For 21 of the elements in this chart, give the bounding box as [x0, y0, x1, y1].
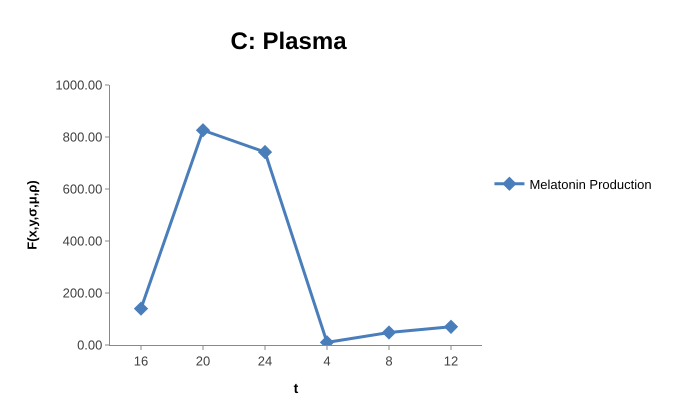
x-tick-label: 24 [258, 354, 272, 369]
x-axis-title: t [294, 380, 299, 396]
point [134, 301, 148, 316]
chart-title: C: Plasma [230, 28, 348, 56]
point [382, 325, 396, 340]
x-tick-label: 20 [196, 354, 210, 369]
y-tick-label: 600.00 [62, 182, 102, 197]
x-tick-label: 16 [134, 354, 148, 369]
y-tick-label: 200.00 [62, 286, 102, 301]
y-tick-label: 0.00 [77, 338, 102, 353]
x-tick-label: 4 [323, 354, 331, 369]
y-tick-label: 1000.00 [55, 78, 102, 93]
x-tick-label: 8 [385, 354, 393, 369]
point [258, 144, 272, 160]
y-tick-label: 800.00 [62, 130, 102, 145]
legend-label: Melatonin Production [529, 176, 652, 192]
point [196, 123, 210, 138]
y-tick-label: 400.00 [62, 234, 102, 249]
y-axis-title: F(x,y,σ,μ,ρ) [24, 180, 40, 250]
x-tick-label: 12 [444, 354, 458, 369]
point [444, 320, 458, 334]
